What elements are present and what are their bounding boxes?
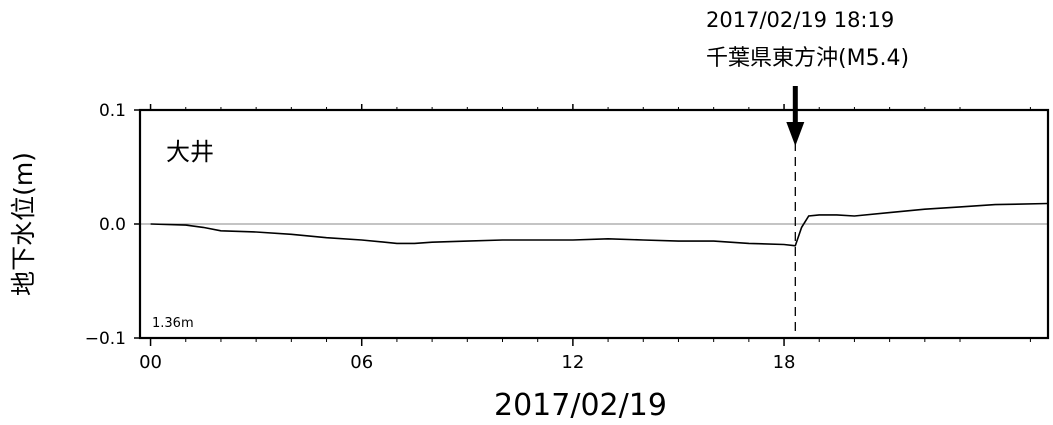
baseline-note: 1.36m (152, 316, 194, 331)
plot-area (140, 202, 1049, 247)
y-tick-label: 0.0 (99, 215, 126, 235)
x-axis-date-label: 2017/02/19 (494, 388, 667, 423)
event-marker (786, 86, 805, 338)
y-axis-label: 地下水位(m) (9, 152, 38, 296)
x-tick-label: 18 (773, 352, 796, 373)
x-tick-label: 06 (350, 352, 373, 373)
event-time-label: 2017/02/19 18:19 (706, 8, 895, 32)
event-arrow-head (786, 122, 805, 146)
axes: 0.1 0.0 −0.1 00 06 12 18 (85, 101, 1050, 373)
event-name-label: 千葉県東方沖(M5.4) (706, 46, 910, 71)
x-tick-label: 00 (139, 352, 162, 373)
x-tick-label: 12 (561, 352, 584, 373)
y-tick-label: −0.1 (85, 329, 126, 349)
station-label: 大井 (166, 138, 214, 166)
series-line-0 (150, 202, 1049, 247)
y-tick-label: 0.1 (99, 101, 126, 121)
